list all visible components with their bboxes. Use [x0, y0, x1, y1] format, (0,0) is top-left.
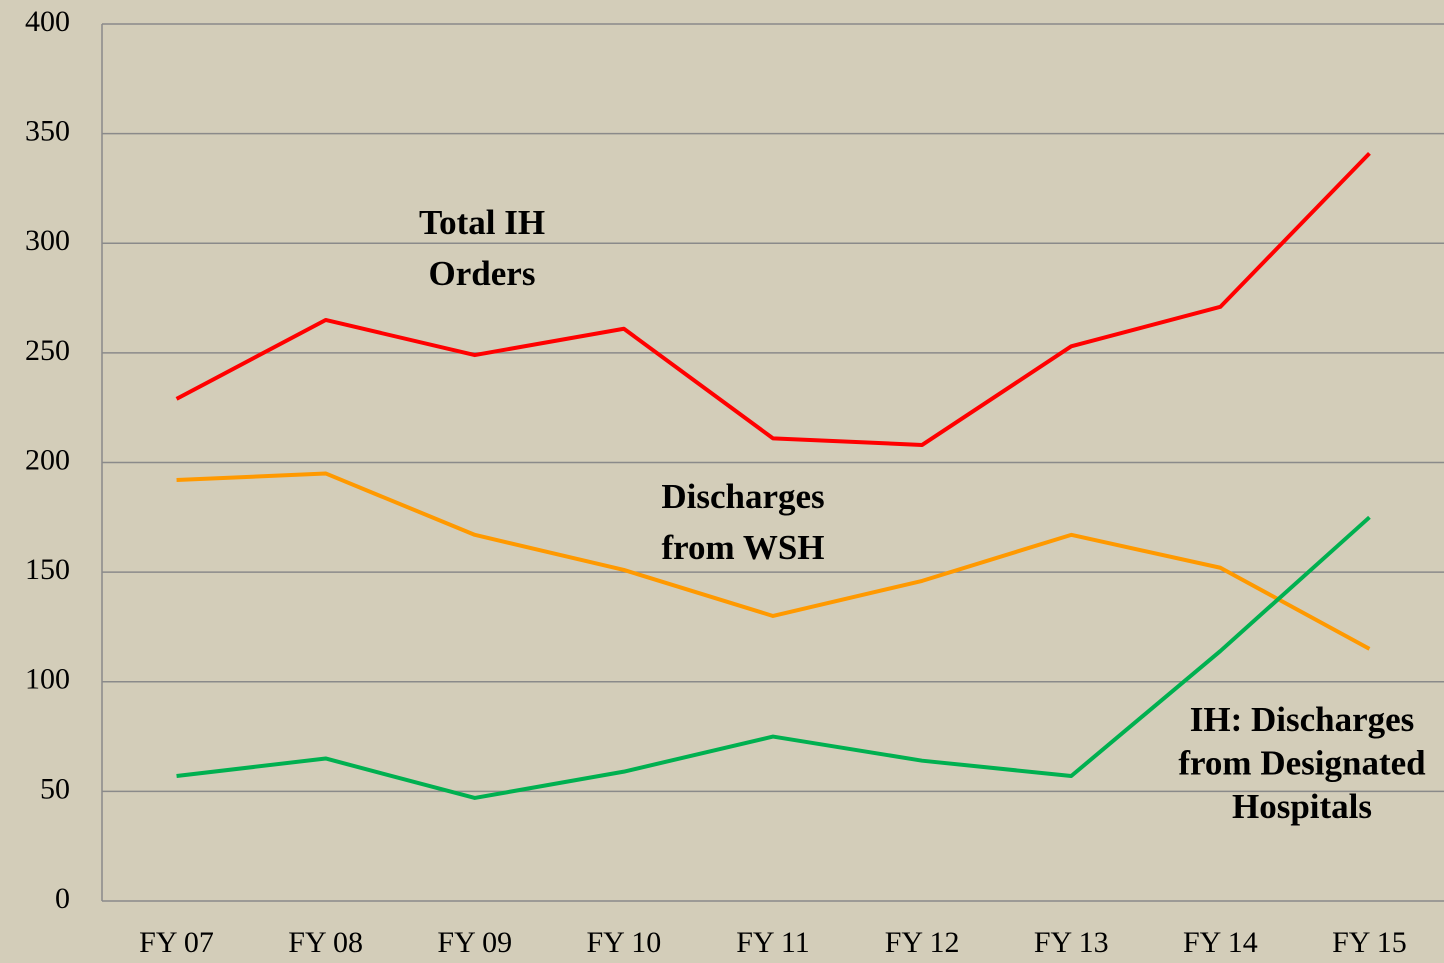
- y-tick-label: 50: [40, 772, 70, 805]
- x-tick-label: FY 07: [139, 926, 214, 959]
- series-label: from WSH: [661, 528, 824, 567]
- y-tick-label: 100: [25, 663, 70, 696]
- x-tick-label: FY 12: [885, 926, 960, 959]
- x-tick-label: FY 09: [437, 926, 512, 959]
- y-tick-label: 200: [25, 443, 70, 476]
- x-tick-label: FY 15: [1332, 926, 1407, 959]
- x-tick-label: FY 11: [736, 926, 810, 959]
- data-line: [176, 515, 1371, 800]
- x-tick-label: FY 14: [1183, 926, 1258, 959]
- series-label: Orders: [429, 254, 536, 293]
- x-tick-label: FY 13: [1034, 926, 1109, 959]
- y-tick-label: 400: [25, 5, 70, 38]
- y-tick-label: 250: [25, 334, 70, 367]
- y-tick-label: 0: [55, 882, 70, 915]
- series-label: Discharges: [661, 477, 824, 516]
- series-label: Total IH: [419, 203, 545, 242]
- y-tick-label: 150: [25, 553, 70, 586]
- x-tick-label: FY 08: [288, 926, 363, 959]
- series-label: IH: Discharges: [1190, 700, 1415, 739]
- y-tick-label: 350: [25, 115, 70, 148]
- series-label: from Designated: [1178, 744, 1426, 783]
- data-line: [175, 151, 1371, 447]
- data-line: [176, 471, 1371, 651]
- y-tick-label: 300: [25, 224, 70, 257]
- series-label: Hospitals: [1232, 787, 1372, 826]
- x-tick-label: FY 10: [587, 926, 662, 959]
